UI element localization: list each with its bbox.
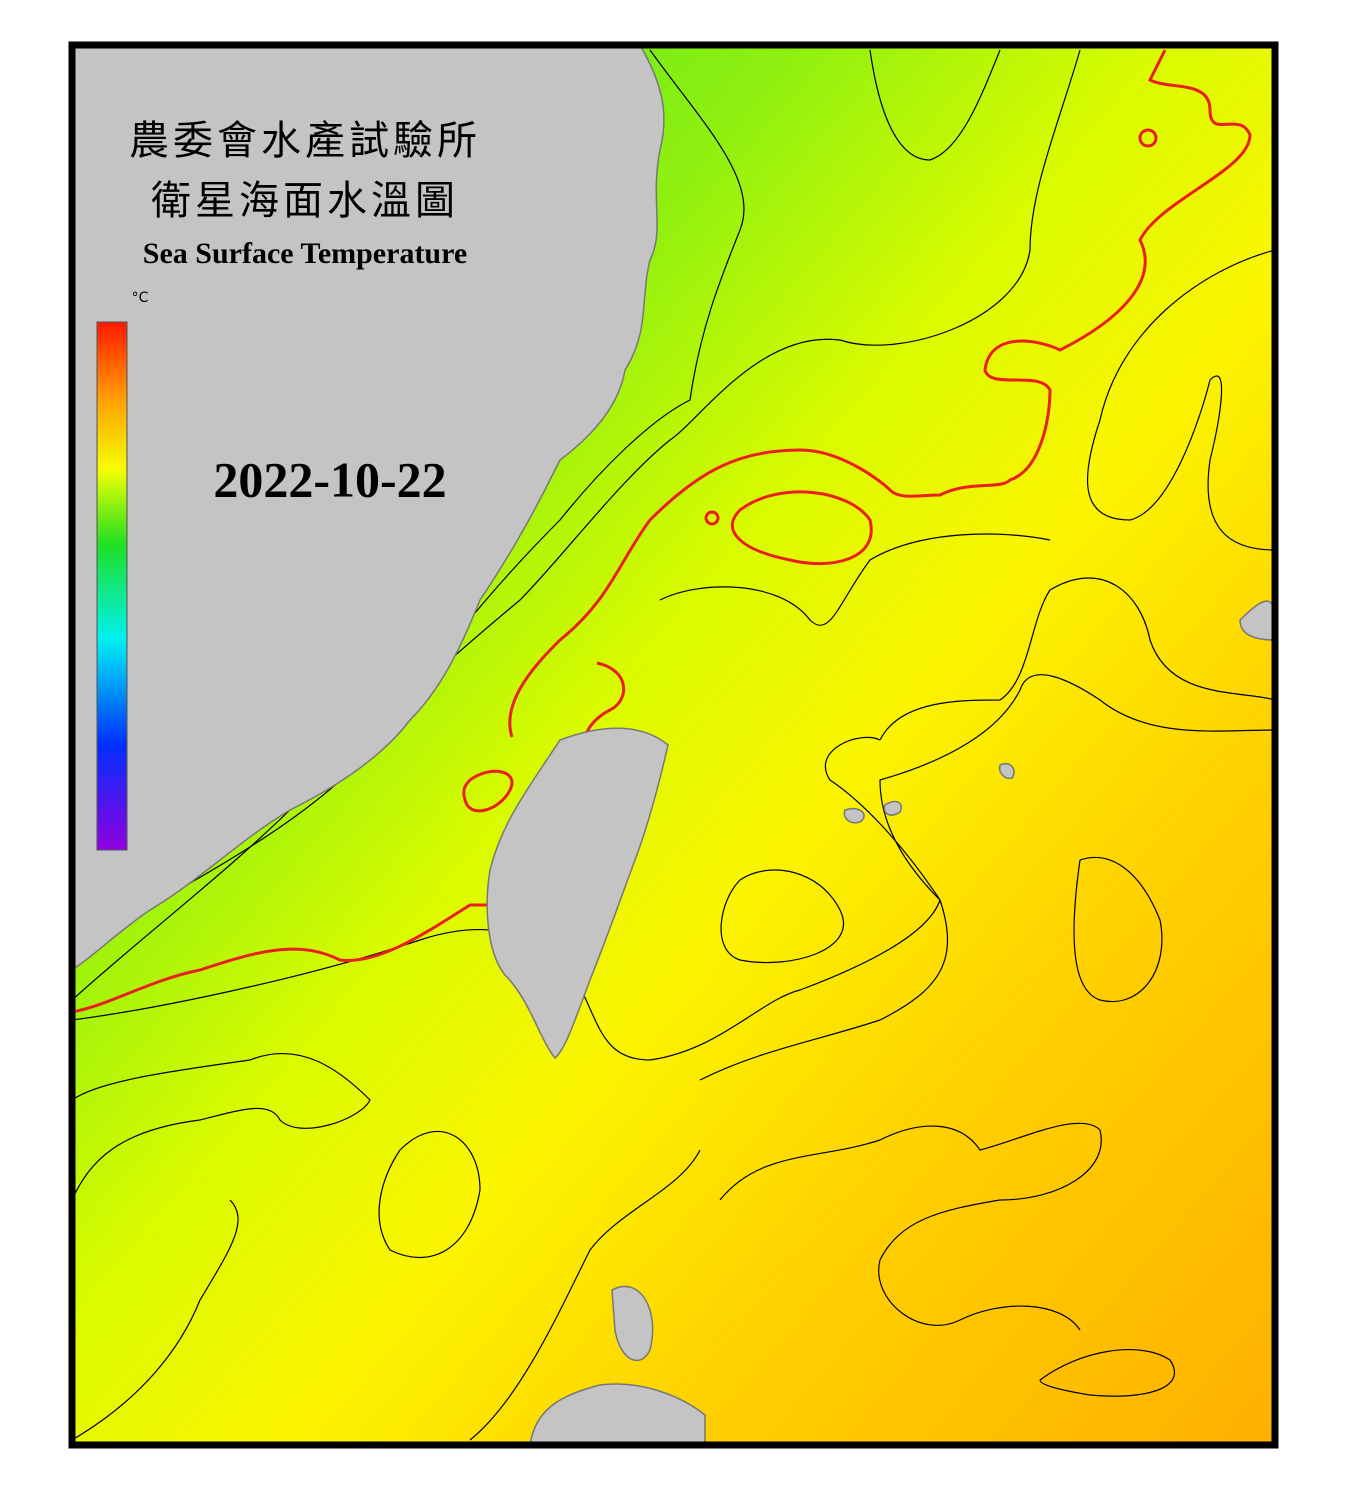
- title-zh: 農委會水產試驗所: [129, 118, 481, 163]
- land: [72, 45, 1275, 1445]
- colorbar: [96, 321, 128, 851]
- map-frame: [68, 41, 1279, 1449]
- map-area: [72, 45, 1275, 1445]
- colorbar-unit: °C: [132, 290, 149, 306]
- title-en: Sea Surface Temperature: [143, 237, 467, 270]
- subtitle-zh: 衛星海面水溫圖: [151, 178, 459, 223]
- date: 2022-10-22: [213, 451, 446, 507]
